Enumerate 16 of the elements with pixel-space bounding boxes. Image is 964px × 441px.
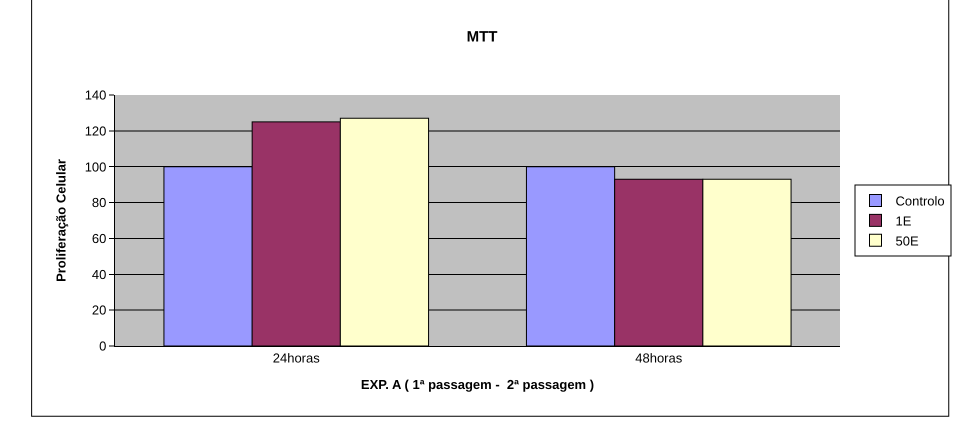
legend-label: Controlo: [896, 194, 945, 209]
y-tick-label: 80: [92, 195, 106, 210]
x-tick-label: 48horas: [635, 350, 683, 366]
legend-label: 50E: [896, 233, 919, 248]
y-tick-label: 20: [92, 302, 106, 318]
y-tick-label: 60: [92, 230, 106, 246]
y-axis-title: Proliferação Celular: [54, 159, 69, 282]
legend-label: 1E: [896, 213, 912, 228]
x-axis-title: EXP. A ( 1ª passagem - 2ª passagem ): [360, 377, 594, 392]
y-tick-label: 40: [92, 266, 106, 282]
x-tick-label: 24horas: [272, 350, 320, 366]
y-tick-label: 120: [84, 123, 106, 138]
chart-title: MTT: [466, 28, 498, 46]
y-tick-label: 0: [99, 338, 106, 354]
y-tick-label: 140: [84, 88, 106, 103]
y-tick-label: 100: [84, 159, 106, 174]
